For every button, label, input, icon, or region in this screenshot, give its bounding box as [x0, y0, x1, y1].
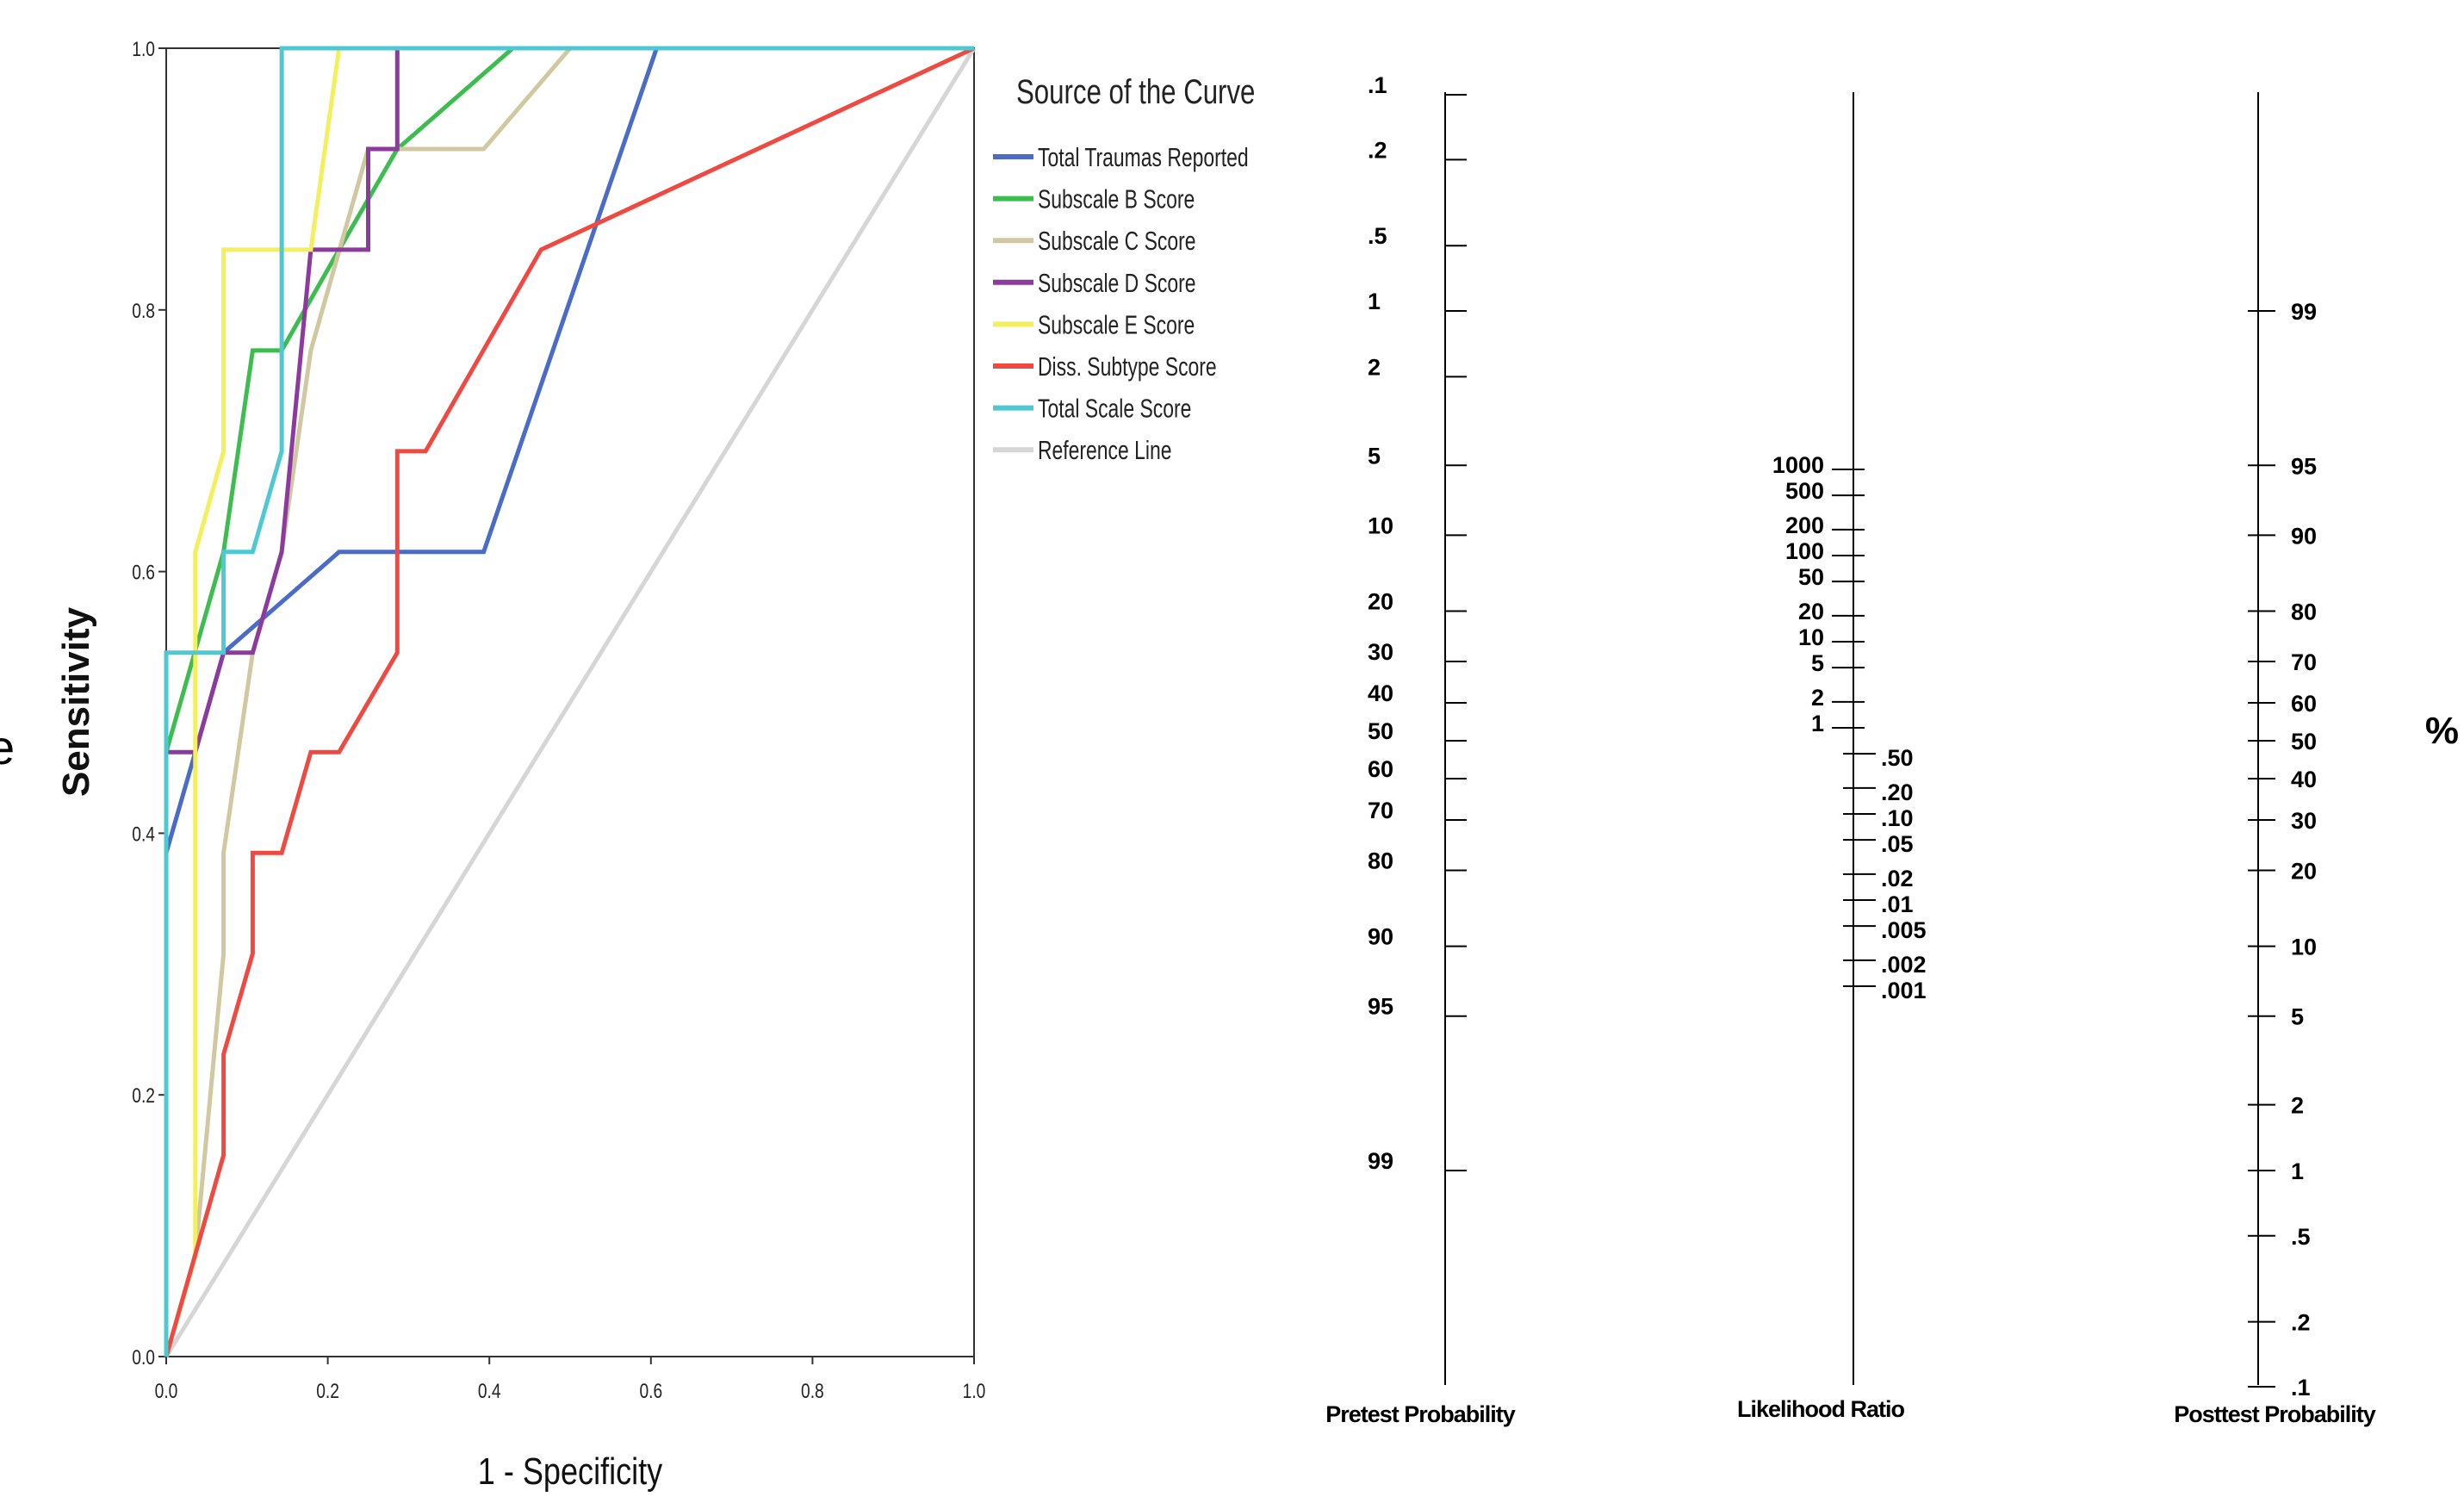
lr-tick-label: .50	[1881, 745, 1914, 771]
legend-label-subscale-e-score: Subscale E Score	[1038, 309, 1195, 339]
posttest-tick-label: 20	[2291, 859, 2317, 885]
posttest-tick-label: .2	[2291, 1310, 2311, 1336]
roc-x-tick-label: 0.6	[639, 1379, 662, 1403]
pretest-tick-label: 80	[1368, 848, 1393, 874]
fagan-nomogram: .1.2.51251020304050607080909599999590807…	[1325, 72, 2459, 1427]
roc-x-tick-label: 0.0	[155, 1379, 178, 1403]
lr-tick-label: .05	[1881, 831, 1914, 857]
lr-tick-label: 5	[1811, 650, 1824, 676]
pretest-tick-label: 2	[1368, 354, 1381, 380]
lr-tick-label: 100	[1785, 538, 1824, 564]
posttest-tick-label: 60	[2291, 691, 2317, 717]
lr-tick-label: .002	[1881, 952, 1927, 978]
pretest-tick-label: 5	[1368, 443, 1381, 469]
posttest-tick-label: 80	[2291, 599, 2317, 624]
posttest-tick-label: 70	[2291, 649, 2317, 675]
likelihood-axis-title: Likelihood Ratio	[1737, 1396, 1905, 1422]
roc-x-axis-title: 1 - Specificity	[478, 1450, 663, 1493]
percent-label: %	[2425, 710, 2459, 752]
roc-x-tick-label: 1.0	[963, 1379, 986, 1403]
pretest-tick-label: 60	[1368, 756, 1393, 782]
lr-tick-label: .01	[1881, 891, 1914, 917]
lr-tick-label: .20	[1881, 779, 1914, 805]
legend-label-subscale-d-score: Subscale D Score	[1038, 267, 1195, 297]
lr-tick-label: 50	[1798, 564, 1824, 590]
legend-label-total-traumas-reported: Total Traumas Reported	[1038, 142, 1249, 172]
posttest-axis-title: Posttest Probability	[2174, 1401, 2376, 1427]
posttest-tick-label: 50	[2291, 729, 2317, 755]
posttest-tick-label: 99	[2291, 299, 2317, 325]
pretest-tick-label: 40	[1368, 680, 1393, 706]
roc-y-tick-label: 1.0	[132, 37, 155, 61]
pretest-tick-label: 95	[1368, 994, 1393, 1020]
lr-tick-label: .001	[1881, 978, 1927, 1003]
pretest-tick-label: .1	[1368, 72, 1387, 98]
legend-items: Total Traumas Reported Subscale B Score Su…	[993, 142, 1249, 465]
roc-y-tick-label: 0.8	[132, 299, 155, 323]
clipped-left-text: e	[0, 720, 15, 774]
lr-tick-label: 1000	[1772, 452, 1824, 478]
roc-series-lines	[164, 46, 977, 1358]
lr-tick-label: .10	[1881, 805, 1914, 831]
posttest-tick-label: 2	[2291, 1093, 2304, 1119]
nomogram-ticks: .1.2.51251020304050607080909599999590807…	[1368, 72, 2317, 1401]
roc-y-ticks: 0.0 0.2 0.4 0.6 0.8 1.0	[132, 37, 166, 1369]
posttest-tick-label: .1	[2291, 1375, 2311, 1401]
lr-tick-label: .005	[1881, 917, 1927, 943]
lr-tick-label: 2	[1811, 685, 1824, 711]
legend-label-subscale-b-score: Subscale B Score	[1038, 183, 1195, 214]
roc-chart: 0.0 0.2 0.4 0.6 0.8 1.0 0.0 0.2 0.4 0.6 0.8 1.0 1 …	[55, 37, 1255, 1493]
roc-line-subscale-d-score	[164, 46, 974, 1357]
pretest-tick-label: 70	[1368, 798, 1393, 823]
pretest-axis-title: Pretest Probability	[1325, 1401, 1516, 1427]
lr-tick-label: 500	[1785, 478, 1824, 504]
lr-tick-label: 200	[1785, 512, 1824, 538]
roc-x-ticks: 0.0 0.2 0.4 0.6 0.8 1.0	[155, 1357, 986, 1403]
roc-y-tick-label: 0.2	[132, 1084, 155, 1108]
legend-label-diss-subtype-score: Diss. Subtype Score	[1038, 351, 1217, 382]
roc-line-reference-line	[164, 47, 977, 1358]
roc-y-axis-title: Sensitivity	[55, 606, 97, 797]
lr-tick-label: 20	[1798, 599, 1824, 624]
lr-tick-label: .02	[1881, 866, 1914, 891]
roc-y-tick-label: 0.6	[132, 561, 155, 585]
roc-x-tick-label: 0.4	[478, 1379, 501, 1403]
pretest-tick-label: 50	[1368, 718, 1393, 744]
pretest-tick-label: 10	[1368, 512, 1393, 538]
posttest-tick-label: 30	[2291, 808, 2317, 834]
pretest-tick-label: 20	[1368, 588, 1393, 614]
pretest-tick-label: 1	[1368, 289, 1381, 314]
roc-line-total-traumas-reported	[164, 46, 974, 1357]
lr-tick-label: 1	[1811, 711, 1824, 736]
pretest-tick-label: .2	[1368, 137, 1387, 163]
posttest-tick-label: 90	[2291, 523, 2317, 549]
legend-title: Source of the Curve	[1016, 72, 1255, 111]
roc-x-tick-label: 0.8	[801, 1379, 824, 1403]
roc-y-tick-label: 0.0	[132, 1345, 155, 1369]
roc-x-tick-label: 0.2	[316, 1379, 339, 1403]
posttest-tick-label: 10	[2291, 935, 2317, 960]
posttest-tick-label: 40	[2291, 767, 2317, 792]
roc-line-total-scale-score	[164, 46, 974, 1357]
roc-y-tick-label: 0.4	[132, 822, 155, 846]
posttest-tick-label: .5	[2291, 1224, 2311, 1250]
lr-tick-label: 10	[1798, 624, 1824, 650]
roc-line-diss-subtype-score	[164, 46, 976, 1357]
pretest-tick-label: 90	[1368, 924, 1393, 950]
legend-label-subscale-c-score: Subscale C Score	[1038, 226, 1195, 256]
pretest-tick-label: .5	[1368, 223, 1387, 249]
posttest-tick-label: 1	[2291, 1158, 2304, 1184]
posttest-tick-label: 95	[2291, 453, 2317, 479]
legend-label-reference-line: Reference Line	[1038, 435, 1171, 465]
roc-legend: Source of the Curve Total Traumas Report…	[993, 72, 1255, 465]
pretest-tick-label: 30	[1368, 639, 1393, 665]
pretest-tick-label: 99	[1368, 1148, 1393, 1174]
roc-line-subscale-e-score	[164, 46, 974, 1357]
legend-label-total-scale-score: Total Scale Score	[1038, 393, 1191, 423]
posttest-tick-label: 5	[2291, 1004, 2304, 1030]
